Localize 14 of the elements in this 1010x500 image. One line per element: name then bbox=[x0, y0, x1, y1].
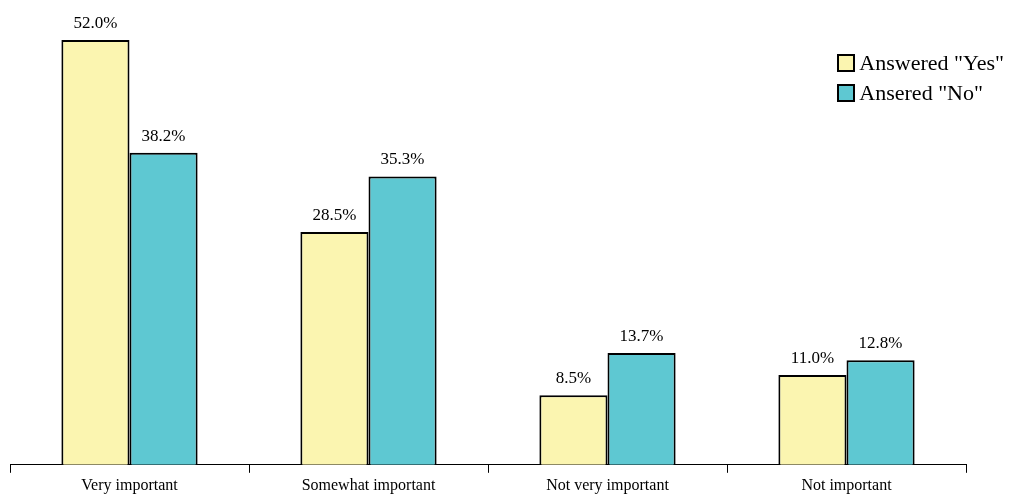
data-label: 38.2% bbox=[141, 125, 186, 145]
data-label: 28.5% bbox=[312, 204, 357, 224]
data-label: 11.0% bbox=[790, 347, 835, 367]
legend-label: Ansered "No" bbox=[859, 79, 983, 107]
data-label: 35.3% bbox=[380, 149, 425, 169]
x-tick-label: Not very important bbox=[546, 475, 670, 494]
x-tick-label: Not important bbox=[801, 475, 893, 494]
data-label: 13.7% bbox=[619, 325, 664, 345]
data-label: 12.8% bbox=[858, 333, 903, 353]
data-label: 52.0% bbox=[73, 12, 118, 32]
x-tick-label: Very important bbox=[81, 475, 179, 494]
x-tick-label: Somewhat important bbox=[301, 475, 436, 494]
legend-label: Answered "Yes" bbox=[859, 49, 1004, 77]
data-label: 8.5% bbox=[555, 368, 592, 388]
